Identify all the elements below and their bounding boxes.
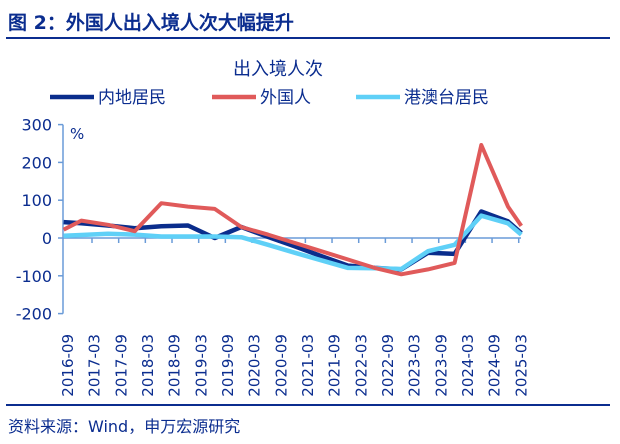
x-tick-label: 2021-09 [326, 334, 344, 397]
x-tick-label: 2017-09 [112, 334, 130, 397]
source-note: 资料来源：Wind，申万宏源研究 [8, 417, 241, 436]
chart-title: 出入境人次 [233, 59, 323, 80]
x-tick-label: 2018-09 [166, 334, 184, 397]
x-tick-label: 2019-03 [192, 334, 210, 397]
x-tick-label: 2020-09 [272, 334, 290, 397]
title-rule [6, 37, 610, 39]
series-line-3 [63, 213, 523, 272]
y-tick-label: 300 [21, 116, 52, 135]
x-tick-label: 2024-03 [459, 334, 477, 397]
y-tick-label: 0 [42, 229, 52, 248]
series-line-2 [62, 143, 523, 277]
legend-label: 港澳台居民 [404, 88, 489, 108]
series-lines [62, 143, 523, 277]
x-tick-label: 2018-03 [139, 334, 157, 397]
x-tick-label: 2021-03 [299, 334, 317, 397]
x-tick-label: 2017-03 [86, 334, 104, 397]
y-tick-label: 100 [21, 191, 52, 210]
figure-title: 图 2：外国人出入境人次大幅提升 [8, 12, 294, 34]
x-tick-label: 2020-03 [246, 334, 264, 397]
x-tick-label: 2023-03 [406, 334, 424, 397]
x-tick-label: 2022-03 [352, 334, 370, 397]
x-tick-label: 2025-03 [512, 334, 530, 397]
axes: 300 200 100 0 -100 -200 2016-09 2017-03 2017-09 2… [16, 116, 531, 397]
x-tick-label: 2024-09 [486, 334, 504, 397]
x-tick-label: 2019-09 [219, 334, 237, 397]
x-tick-label: 2022-09 [379, 334, 397, 397]
legend-label: 外国人 [260, 88, 311, 108]
y-tick-label: -200 [16, 305, 52, 324]
y-tick-label: 200 [21, 153, 52, 172]
y-tick-label: -100 [16, 267, 52, 286]
legend: 内地居民 外国人 港澳台居民 [50, 88, 489, 108]
x-tick-label: 2016-09 [59, 334, 77, 397]
legend-label: 内地居民 [98, 88, 166, 108]
x-tick-label: 2023-09 [432, 334, 450, 397]
source-rule [6, 404, 610, 406]
y-unit-label: % [70, 125, 84, 143]
